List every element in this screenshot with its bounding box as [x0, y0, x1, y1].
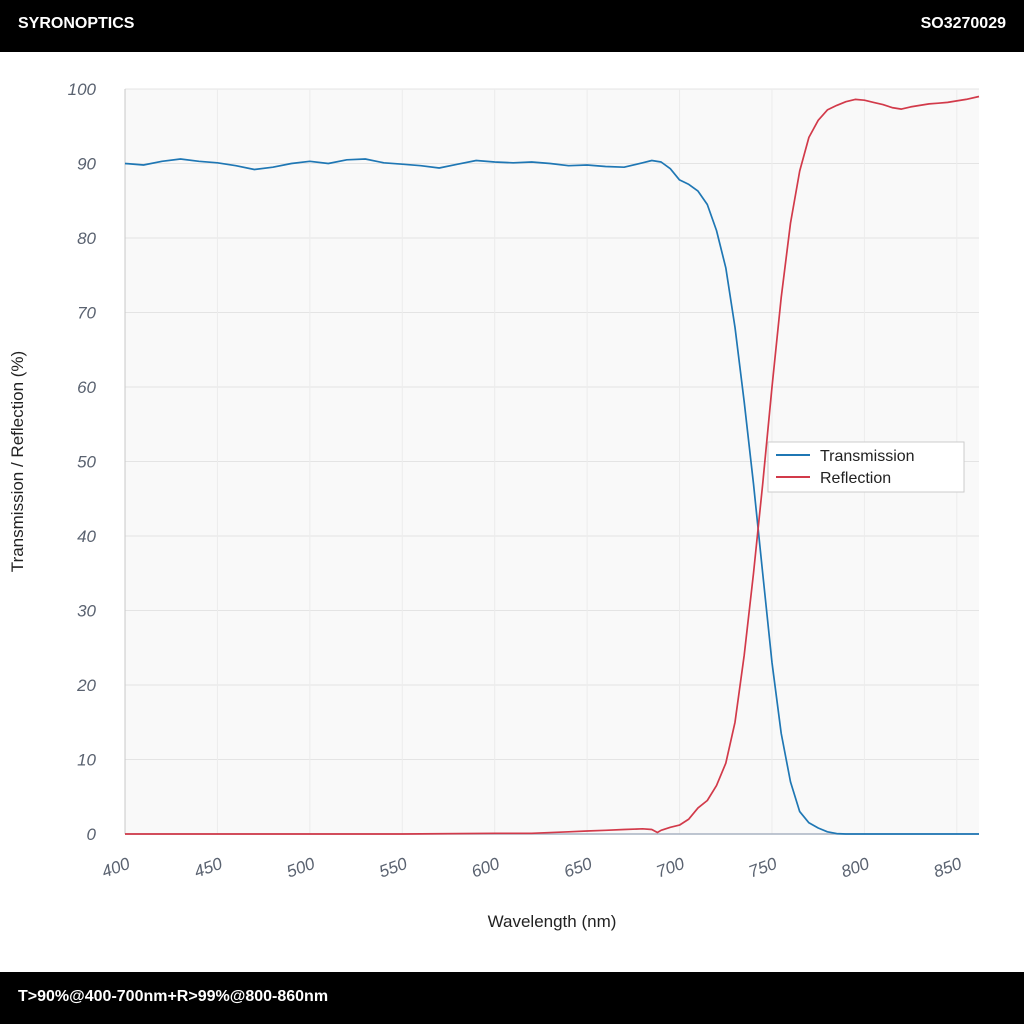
legend-label: Reflection — [820, 470, 891, 487]
y-axis-title: Transmission / Reflection (%) — [8, 351, 27, 572]
x-tick-label: 850 — [931, 854, 965, 882]
x-tick-label: 600 — [469, 854, 503, 882]
legend: Transmission Reflection — [767, 441, 965, 493]
x-axis-title: Wavelength (nm) — [488, 912, 617, 931]
spec-text: T>90%@400-700nm+R>99%@800-860nm — [18, 988, 329, 1005]
y-tick-label: 0 — [87, 825, 97, 844]
legend-box — [767, 441, 965, 493]
header-bar: SYRONOPTICS SO3270029 — [0, 0, 1024, 52]
y-tick-label: 70 — [77, 304, 96, 323]
x-tick-label: 650 — [561, 854, 595, 882]
x-tick-label: 750 — [746, 854, 780, 882]
series-line-reflection — [125, 95, 980, 835]
part-number: SO3270029 — [920, 15, 1006, 32]
y-tick-label: 30 — [77, 602, 96, 621]
x-tick-label: 500 — [284, 854, 318, 882]
y-tick-label: 80 — [77, 229, 96, 248]
y-tick-label: 60 — [77, 378, 96, 397]
y-tick-label: 50 — [77, 453, 96, 472]
x-tick-label: 700 — [654, 854, 688, 882]
x-tick-label: 550 — [376, 854, 410, 882]
x-tick-label: 800 — [839, 854, 873, 882]
series — [124, 95, 980, 835]
x-tick-label: 400 — [99, 854, 133, 882]
brand-name: SYRONOPTICS — [18, 15, 135, 32]
series-line-transmission — [124, 158, 979, 835]
y-tick-label: 90 — [77, 155, 96, 174]
y-tick-label: 10 — [77, 751, 96, 770]
y-tick-label: 100 — [68, 80, 97, 99]
y-tick-label: 20 — [76, 676, 96, 695]
legend-label: Transmission — [820, 448, 915, 465]
x-tick-label: 450 — [192, 854, 226, 882]
y-tick-label: 40 — [77, 527, 96, 546]
footer-bar: T>90%@400-700nm+R>99%@800-860nm — [0, 972, 1024, 1024]
